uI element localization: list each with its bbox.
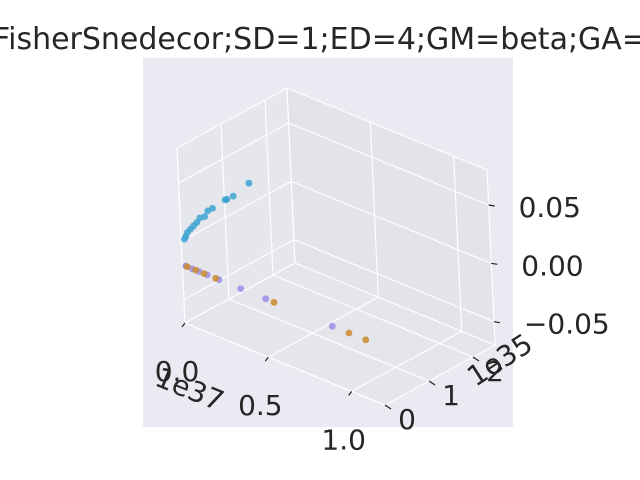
z-grid-left [181,180,292,242]
data-point [270,298,278,306]
pane-edge [176,147,186,324]
pane-edge [286,87,488,171]
x-tick-label: 0.5 [238,389,283,422]
pane-edge [176,87,288,149]
grid-lines [176,87,496,406]
z-tick-mark [491,262,498,265]
x-grid-floor [268,296,379,358]
x-tick-mark [348,390,353,396]
y-tick-mark [384,404,392,410]
data-point [362,336,370,344]
data-point [192,266,200,274]
pane-edge [486,169,496,346]
z-tick-mark [488,204,495,207]
data-point [237,285,245,292]
z-tick-label: 0.00 [521,249,583,282]
data-point [209,204,216,212]
x-tick-label: 1.0 [321,423,366,456]
scatter-points [181,179,370,344]
y-tick-mark [472,356,480,362]
y-grid-left [220,123,230,300]
y-grid-floor [272,274,474,358]
z-grid-left [178,122,289,184]
data-point [200,270,208,277]
y-tick-mark [428,380,436,386]
y-tick-label: 1 [442,379,460,412]
pane-edge [184,262,296,324]
x-tick-label: 0.0 [155,355,200,388]
x-tick-mark [264,356,269,362]
z-tick-label: 0.05 [519,191,581,224]
z-grid-back [293,239,495,323]
data-point [229,192,237,200]
chart-title: FisherSnedecor;SD=1;ED=4;GM=beta;GA= [0,22,640,57]
data-point [345,329,353,337]
z-grid-back [288,122,489,206]
y-tick-label: 0 [398,403,416,436]
data-point [245,179,253,187]
x-grid-floor [351,330,462,392]
data-point [183,263,191,271]
z-grid-left [183,239,295,301]
y-grid-floor [228,298,430,382]
data-point [212,274,220,282]
pane-edge [286,87,296,264]
z-grid-back [291,180,492,264]
z-tick-label: −0.05 [524,308,610,341]
pane-edge [384,344,496,406]
data-point [328,322,336,330]
data-point [223,195,231,203]
data-point [201,213,209,221]
tick-marks [181,204,501,410]
z-tick-mark [493,321,501,324]
pane-edge [294,262,496,346]
y-tick-label: 2 [486,355,504,388]
x-grid-back [369,122,379,298]
y-grid-left [264,99,274,276]
left-wall-pane [177,88,295,323]
data-point [262,295,270,303]
x-tick-mark [181,322,186,328]
x-grid-back [453,156,463,332]
